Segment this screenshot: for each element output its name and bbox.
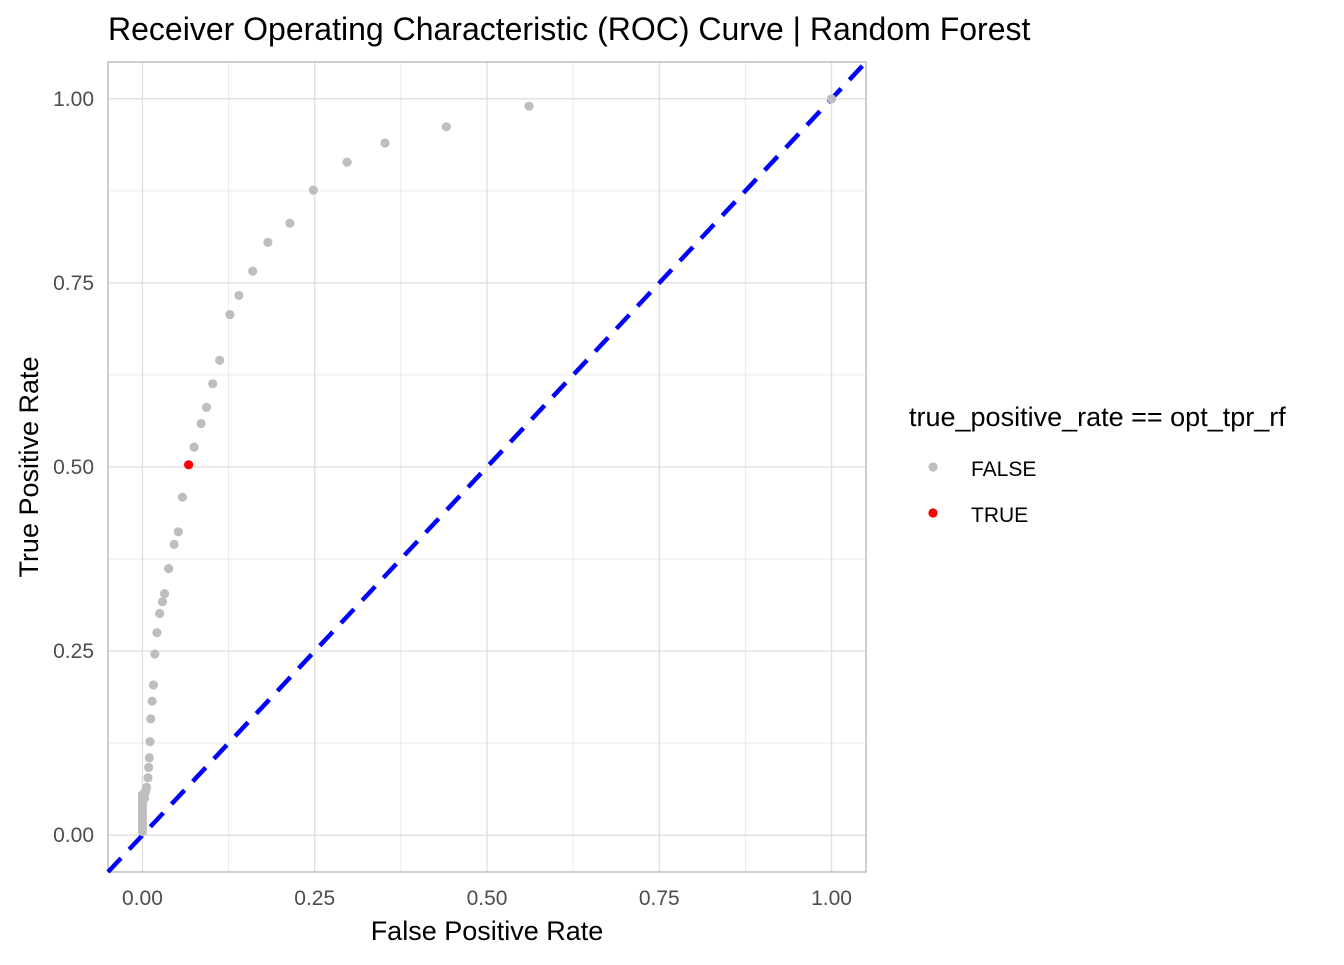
data-point bbox=[169, 539, 179, 549]
data-point bbox=[441, 122, 451, 132]
data-point bbox=[146, 714, 156, 724]
data-point bbox=[141, 782, 152, 792]
x-axis-label: False Positive Rate bbox=[371, 916, 604, 946]
data-point bbox=[380, 138, 390, 148]
data-point bbox=[150, 649, 160, 659]
data-point bbox=[144, 753, 154, 763]
data-point bbox=[189, 442, 199, 452]
legend: true_positive_rate == opt_tpr_rf FALSE TR… bbox=[909, 402, 1286, 527]
legend-title: true_positive_rate == opt_tpr_rf bbox=[909, 402, 1286, 432]
data-point bbox=[157, 597, 168, 607]
panel-border bbox=[107, 61, 867, 873]
legend-entries: FALSE TRUE bbox=[928, 458, 1036, 527]
data-point bbox=[159, 589, 170, 599]
data-point bbox=[263, 237, 273, 248]
data-point bbox=[143, 773, 153, 783]
data-point bbox=[826, 94, 837, 104]
legend-key-false bbox=[928, 462, 938, 472]
data-point bbox=[177, 492, 188, 502]
data-point bbox=[308, 185, 318, 195]
data-point bbox=[342, 157, 352, 167]
series-true bbox=[184, 460, 194, 470]
legend-key-true bbox=[928, 508, 938, 518]
data-point bbox=[524, 101, 534, 111]
x-tick-label: 0.25 bbox=[294, 887, 335, 910]
legend-label-false: FALSE bbox=[971, 458, 1036, 481]
points-layer bbox=[137, 94, 837, 837]
data-point bbox=[145, 737, 155, 747]
data-point bbox=[285, 218, 295, 228]
data-point bbox=[201, 402, 212, 412]
data-point bbox=[184, 460, 194, 470]
y-axis-label: True Positive Rate bbox=[14, 356, 44, 577]
data-point bbox=[215, 355, 225, 365]
x-tick-label: 1.00 bbox=[811, 887, 852, 910]
data-point bbox=[164, 564, 174, 574]
x-tick-label: 0.00 bbox=[122, 887, 163, 910]
y-tick-label: 0.50 bbox=[53, 456, 94, 479]
x-tick-label: 0.75 bbox=[639, 887, 680, 910]
data-point bbox=[144, 762, 154, 773]
data-point bbox=[147, 696, 157, 706]
y-tick-label: 0.75 bbox=[53, 272, 94, 295]
data-point bbox=[248, 266, 258, 276]
x-tick-label: 0.50 bbox=[467, 887, 508, 910]
chart-title: Receiver Operating Characteristic (ROC) … bbox=[108, 11, 1030, 47]
data-point bbox=[234, 290, 244, 301]
data-point bbox=[173, 527, 183, 537]
data-point bbox=[155, 608, 165, 619]
grid-layer bbox=[108, 62, 866, 872]
data-point bbox=[196, 418, 206, 429]
x-axis-ticks: 0.00 0.25 0.50 0.75 1.00 bbox=[122, 887, 852, 910]
y-tick-label: 0.00 bbox=[53, 824, 94, 847]
data-point bbox=[208, 379, 218, 389]
legend-label-true: TRUE bbox=[971, 504, 1028, 527]
data-point bbox=[152, 628, 162, 638]
data-point bbox=[148, 680, 159, 690]
series-false bbox=[137, 94, 837, 837]
y-axis-ticks: 0.00 0.25 0.50 0.75 1.00 bbox=[53, 88, 94, 847]
y-tick-label: 1.00 bbox=[53, 88, 94, 111]
data-point bbox=[225, 309, 235, 320]
y-tick-label: 0.25 bbox=[53, 640, 94, 663]
